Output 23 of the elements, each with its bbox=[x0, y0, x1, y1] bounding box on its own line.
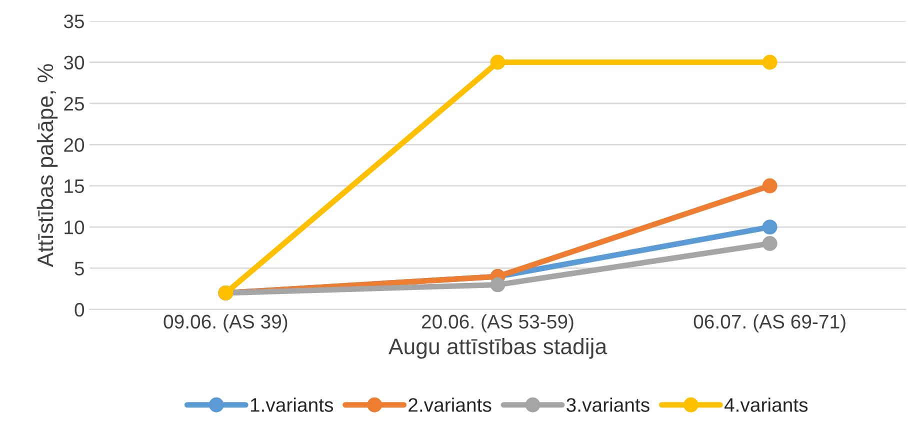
point bbox=[762, 54, 778, 70]
x-tick-label: 20.06. (AS 53-59) bbox=[422, 314, 574, 332]
y-axis-title: Attīstības pakāpe, % bbox=[36, 64, 58, 268]
y-tick-label: 20 bbox=[64, 138, 84, 152]
x-axis-title: Augu attīstības stadija bbox=[388, 338, 608, 359]
point bbox=[762, 178, 778, 194]
y-tick-label: 35 bbox=[64, 14, 84, 28]
legend-label: 4.variants bbox=[724, 398, 808, 412]
y-tick-label: 0 bbox=[74, 302, 84, 317]
y-tick-label: 25 bbox=[64, 96, 84, 111]
point bbox=[490, 54, 506, 70]
y-tick-label: 10 bbox=[64, 220, 84, 234]
legend-label: 1.variants bbox=[250, 398, 334, 412]
y-tick-label: 5 bbox=[74, 262, 84, 276]
legend-label: 2.variants bbox=[408, 398, 492, 412]
legend-label: 3.variants bbox=[566, 398, 650, 412]
x-tick-label: 06.07. (AS 69-71) bbox=[694, 314, 846, 332]
y-tick-label: 30 bbox=[64, 56, 84, 70]
x-tick-label: 09.06. (AS 39) bbox=[164, 314, 288, 332]
point bbox=[490, 277, 506, 292]
point bbox=[762, 220, 778, 235]
point bbox=[762, 236, 778, 251]
y-tick-label: 15 bbox=[64, 180, 84, 194]
